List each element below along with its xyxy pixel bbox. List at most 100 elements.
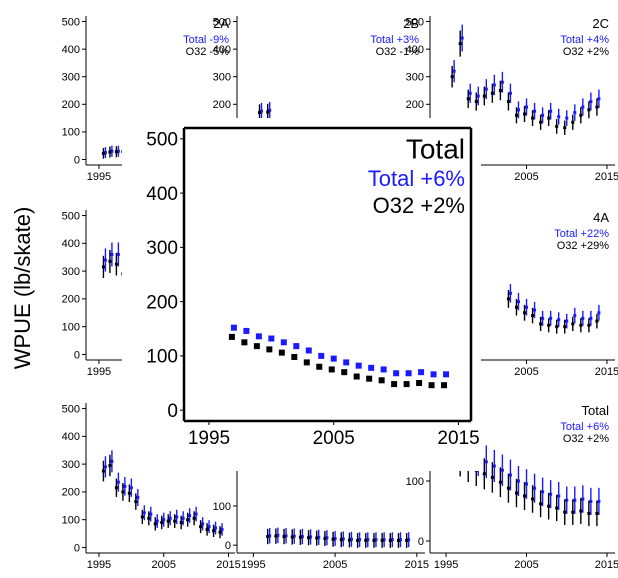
x-tick-label: 2005	[313, 428, 355, 449]
data-point-total	[103, 465, 107, 469]
x-tick-label: 1995	[188, 428, 230, 449]
panel-6: 0100200199520052015	[213, 455, 429, 571]
legend-total: Total +6%	[560, 421, 609, 433]
data-point-o32	[364, 538, 368, 542]
data-point-o32	[316, 363, 323, 370]
data-point-o32	[339, 538, 343, 542]
data-point-total	[260, 109, 264, 113]
legend-total: Total +6%	[368, 166, 465, 191]
data-point-o32	[114, 262, 118, 266]
data-point-total	[220, 527, 224, 531]
data-point-total	[597, 97, 601, 101]
y-tick-label: 100	[62, 515, 80, 527]
data-point-total	[341, 537, 345, 541]
y-tick-label: 200	[406, 99, 424, 111]
data-point-o32	[539, 120, 543, 124]
data-point-o32	[282, 535, 286, 539]
data-point-total	[565, 319, 569, 323]
x-tick-label: 1995	[87, 171, 111, 183]
data-point-o32	[458, 42, 462, 46]
data-point-o32	[579, 113, 583, 117]
panel-title: Total	[582, 403, 610, 418]
data-point-total	[110, 252, 114, 256]
y-tick-label: 400	[62, 44, 80, 56]
data-point-o32	[595, 511, 599, 515]
x-tick-label: 2005	[514, 171, 538, 183]
y-tick-label: 300	[146, 238, 178, 259]
data-point-o32	[315, 536, 319, 540]
data-point-total	[343, 359, 350, 366]
x-tick-label: 1995	[87, 366, 111, 378]
data-point-o32	[547, 116, 551, 120]
data-point-o32	[258, 111, 262, 115]
data-point-total	[380, 366, 387, 373]
legend-o32: O32 +29%	[557, 240, 610, 252]
panel-title: 4A	[593, 210, 609, 225]
data-point-total	[255, 333, 262, 340]
data-point-o32	[127, 491, 131, 495]
data-point-total	[355, 362, 362, 369]
data-point-total	[276, 533, 280, 537]
data-point-o32	[595, 319, 599, 323]
data-point-total	[398, 538, 402, 542]
data-point-o32	[416, 380, 423, 387]
legend-total: Total +3%	[370, 34, 419, 46]
data-point-total	[573, 111, 577, 115]
x-tick-label: 2015	[595, 559, 618, 571]
data-point-o32	[428, 382, 435, 389]
data-point-total	[581, 316, 585, 320]
data-point-o32	[199, 525, 203, 529]
data-point-total	[516, 108, 520, 112]
y-tick-label: 500	[62, 403, 80, 415]
data-point-o32	[372, 538, 376, 542]
data-point-o32	[160, 520, 164, 524]
data-point-total	[349, 537, 353, 541]
data-point-total	[162, 518, 166, 522]
data-point-o32	[531, 497, 535, 501]
panel-title: 2A	[213, 16, 229, 31]
data-point-total	[168, 516, 172, 520]
data-point-total	[565, 498, 569, 502]
panel-3: 0 100 200 300 400 500 1995	[62, 210, 235, 378]
data-point-total	[155, 519, 159, 523]
data-point-o32	[506, 100, 510, 104]
data-point-total	[292, 534, 296, 538]
data-point-total	[243, 327, 250, 334]
data-point-o32	[173, 519, 177, 523]
y-tick-label: 500	[62, 210, 80, 222]
data-point-o32	[140, 515, 144, 519]
data-point-o32	[482, 94, 486, 98]
y-tick-label: 500	[406, 16, 424, 28]
data-point-total	[500, 468, 504, 472]
data-point-o32	[347, 538, 351, 542]
x-tick-label: 2015	[595, 366, 618, 378]
data-point-total	[393, 370, 400, 377]
data-point-o32	[101, 469, 105, 473]
data-point-total	[382, 538, 386, 542]
data-point-o32	[474, 100, 478, 104]
data-point-total	[443, 371, 450, 378]
data-point-o32	[555, 506, 559, 510]
panel-title: Total	[406, 133, 465, 164]
data-point-o32	[341, 369, 348, 376]
data-point-o32	[218, 530, 222, 534]
data-point-o32	[563, 325, 567, 329]
data-point-o32	[114, 150, 118, 154]
y-axis-label: WPUE (lb/skate)	[10, 207, 35, 370]
data-point-total	[405, 370, 412, 377]
data-point-total	[194, 512, 198, 516]
data-point-total	[110, 459, 114, 463]
y-tick-label: 400	[213, 44, 231, 56]
data-point-o32	[498, 89, 502, 92]
data-point-o32	[579, 323, 583, 327]
data-point-o32	[539, 322, 543, 326]
data-point-o32	[353, 373, 360, 380]
panel-title: 2B	[403, 16, 419, 31]
data-point-o32	[290, 535, 294, 539]
data-point-total	[557, 115, 561, 119]
data-point-total	[110, 149, 114, 153]
data-point-o32	[331, 537, 335, 541]
data-point-total	[116, 252, 120, 256]
data-point-o32	[108, 150, 112, 154]
